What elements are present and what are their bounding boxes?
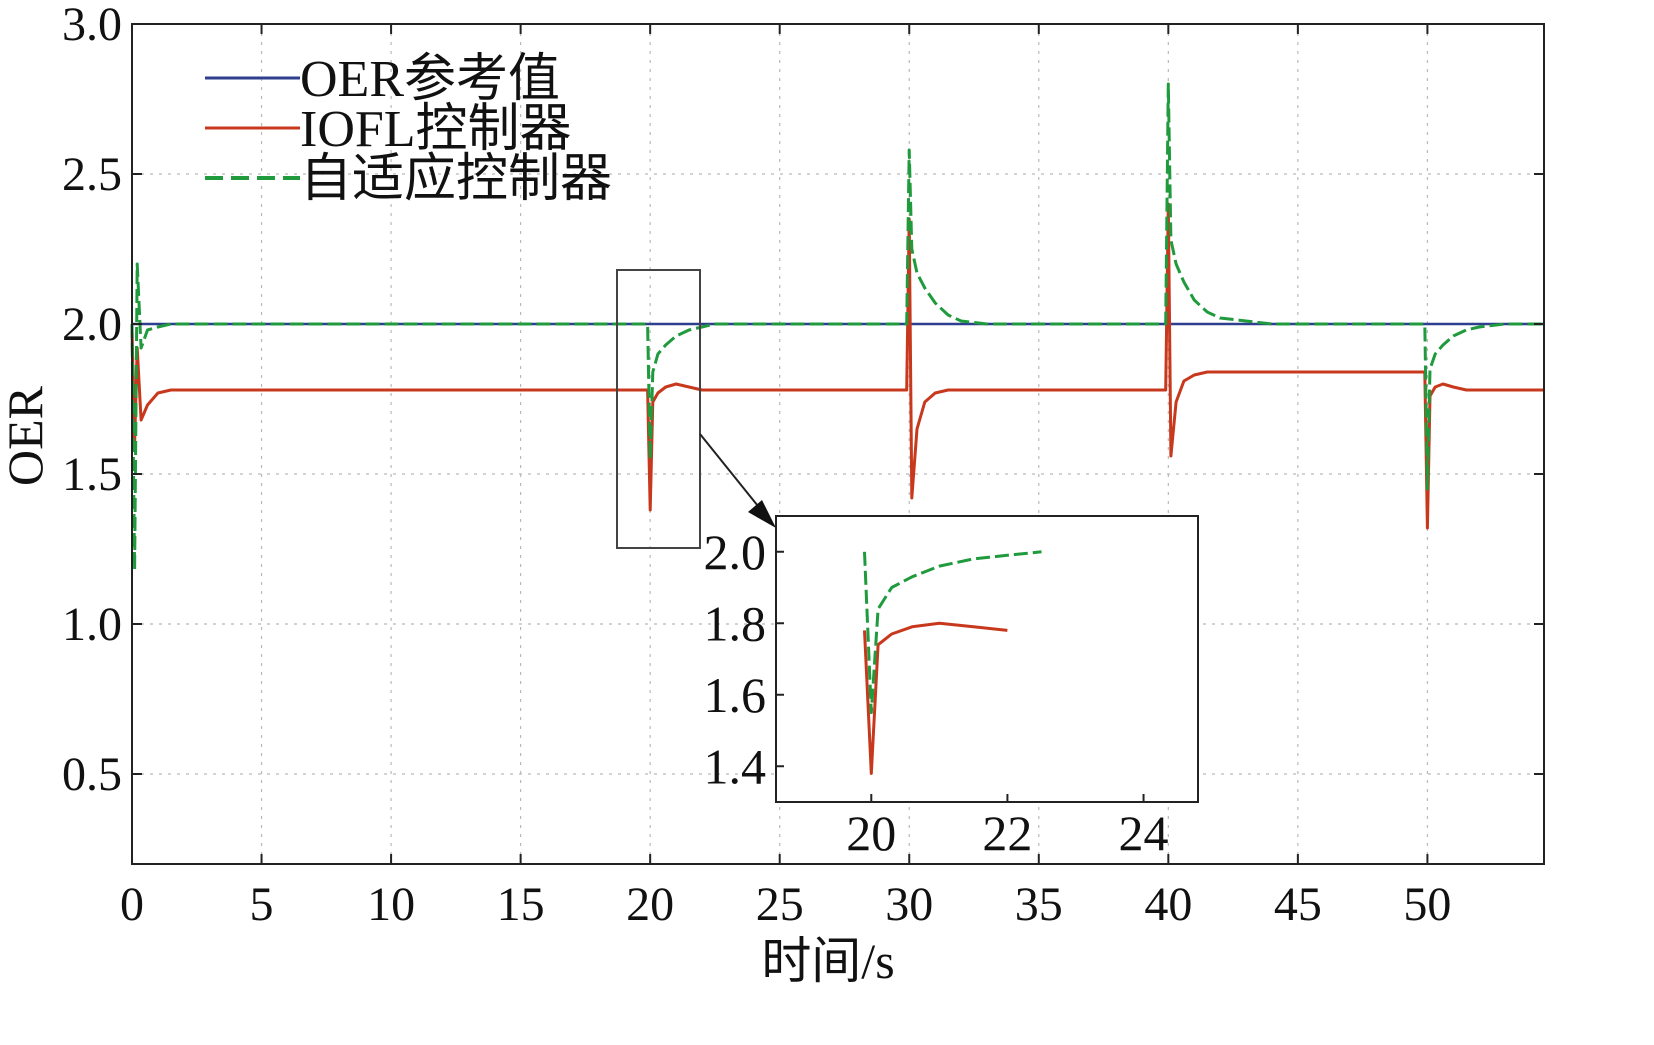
inset-y-tick-label: 2.0	[704, 524, 767, 580]
y-tick-label: 3.0	[62, 0, 122, 51]
y-tick-label: 1.5	[62, 448, 122, 501]
x-tick-label: 25	[756, 878, 804, 931]
legend-label: IOFL控制器	[300, 101, 572, 158]
x-tick-label: 30	[885, 878, 933, 931]
x-tick-label: 35	[1015, 878, 1063, 931]
zoom-annotation	[616, 269, 776, 549]
inset-x-tick-label: 22	[982, 805, 1032, 861]
main-series-adaptive-controller	[130, 82, 1544, 572]
main-series	[130, 82, 1544, 572]
inset-plot-frame	[775, 515, 1199, 803]
inset-series-iofl-controller	[863, 621, 1008, 775]
main-series-iofl-controller	[130, 202, 1544, 530]
inset-series	[863, 550, 1042, 775]
inset-plot: 20 22 24 1.4 1.6 1.8 2.0	[704, 515, 1199, 861]
x-axis-label: 时间/s	[761, 933, 894, 989]
x-tick-label: 0	[120, 878, 144, 931]
y-tick-label: 2.0	[62, 298, 122, 351]
x-tick-label: 50	[1403, 878, 1451, 931]
main-plot: 0 5 10 15 20 25 30 35 40 45 50 0.5 1.0 1.5 2.0 2.5 3.0	[62, 0, 1545, 931]
inset-y-tick-label: 1.4	[704, 738, 767, 794]
x-tick-label: 5	[250, 878, 274, 931]
inset-x-ticks: 20 22 24	[846, 794, 1169, 861]
inset-y-tick-label: 1.6	[704, 667, 767, 723]
x-tick-label: 20	[626, 878, 674, 931]
y-axis-label: OER	[0, 385, 53, 486]
y-tick-label: 1.0	[62, 598, 122, 651]
inset-y-tick-label: 1.8	[704, 595, 767, 651]
x-tick-label: 15	[497, 878, 545, 931]
legend-label: 自适应控制器	[300, 151, 612, 208]
inset-y-ticks: 1.4 1.6 1.8 2.0	[704, 524, 784, 794]
inset-background	[776, 516, 1198, 802]
inset-x-tick-label: 24	[1119, 805, 1169, 861]
x-tick-label: 10	[367, 878, 415, 931]
x-tick-label: 45	[1274, 878, 1322, 931]
main-plot-frame	[131, 23, 1545, 865]
zoom-box	[616, 269, 701, 549]
legend-label: OER参考值	[300, 51, 560, 108]
inset-x-tick-label: 20	[846, 805, 896, 861]
zoom-arrow-line	[699, 433, 767, 517]
main-x-ticks: 0 5 10 15 20 25 30 35 40 45 50	[120, 24, 1451, 931]
main-y-ticks: 0.5 1.0 1.5 2.0 2.5 3.0	[62, 0, 1544, 801]
x-tick-label: 40	[1144, 878, 1192, 931]
zoom-arrow-head	[748, 500, 776, 528]
inset-series-adaptive-controller	[863, 550, 1042, 715]
y-tick-label: 2.5	[62, 148, 122, 201]
y-tick-label: 0.5	[62, 748, 122, 801]
